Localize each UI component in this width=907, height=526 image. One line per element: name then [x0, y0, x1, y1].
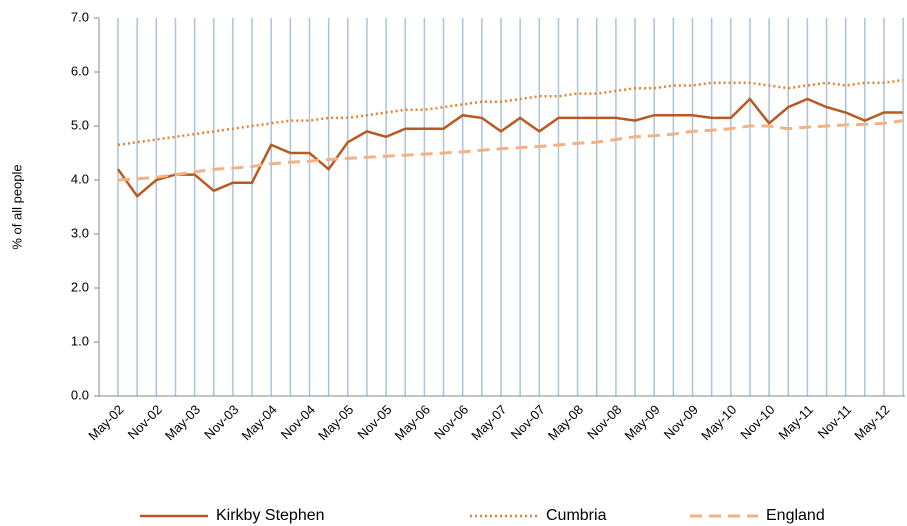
x-tick-label: Nov-03	[201, 402, 241, 442]
x-tick-label: May-02	[85, 402, 126, 443]
y-axis-label: % of all people	[9, 164, 24, 249]
y-tick-label: 0.0	[71, 387, 89, 402]
y-tick-label: 4.0	[71, 171, 89, 186]
x-tick-label: Nov-09	[661, 402, 701, 442]
x-tick-label: May-06	[392, 402, 433, 443]
x-tick-label: May-12	[851, 402, 892, 443]
x-tick-label: May-05	[315, 402, 356, 443]
x-tick-label: May-04	[238, 402, 279, 443]
x-tick-label: May-11	[775, 402, 816, 443]
x-tick-label: Nov-05	[354, 402, 394, 442]
series-line	[117, 78, 904, 147]
series-line	[117, 119, 904, 182]
legend: Kirkby Stephen Cumbria England	[140, 507, 825, 524]
x-tick-label: Nov-11	[815, 402, 855, 442]
x-tick-label: Nov-06	[431, 402, 471, 442]
x-tick-label: May-07	[468, 402, 509, 443]
y-tick-label: 7.0	[71, 9, 89, 24]
y-tick-label: 6.0	[71, 63, 89, 78]
legend-label: Kirkby Stephen	[216, 507, 325, 524]
x-tick-label: Nov-04	[278, 402, 318, 442]
series-line	[116, 97, 904, 199]
y-tick-label: 5.0	[71, 117, 89, 132]
y-tick-label: 2.0	[71, 279, 89, 294]
x-tick-label: May-10	[698, 402, 739, 443]
x-tick-label: Nov-02	[125, 402, 165, 442]
legend-label: England	[766, 507, 825, 524]
x-tick-label: May-08	[545, 402, 586, 443]
x-tick-label: Nov-08	[584, 402, 624, 442]
x-tick-label: Nov-07	[508, 402, 548, 442]
legend-label: Cumbria	[546, 507, 607, 524]
x-tick-label: Nov-10	[737, 402, 777, 442]
y-tick-label: 3.0	[71, 225, 89, 240]
x-tick-label: May-09	[621, 402, 662, 443]
x-tick-label: May-03	[162, 402, 203, 443]
y-tick-label: 1.0	[71, 333, 89, 348]
